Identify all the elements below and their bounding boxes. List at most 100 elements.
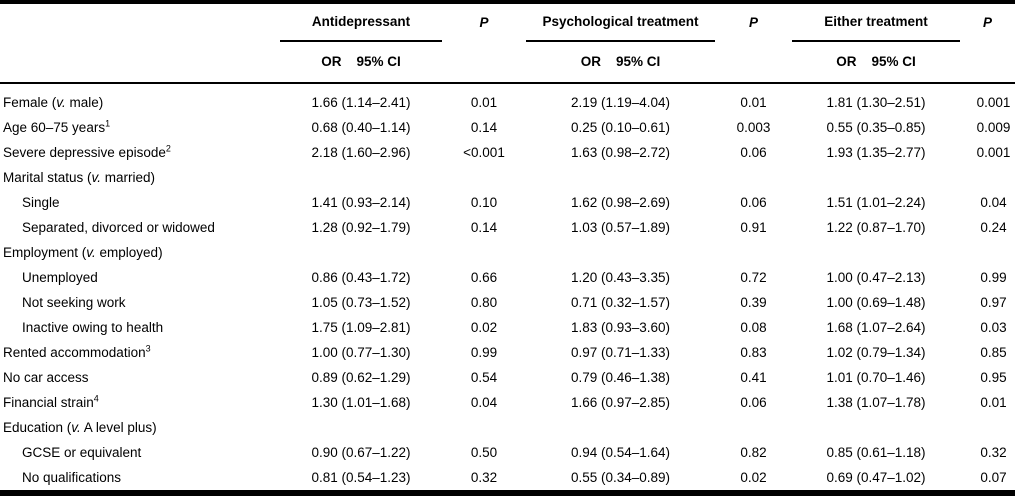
group-header-row: Antidepressant P Psychological treatment… (0, 2, 1015, 42)
or-ci-cell: 1.30 (1.01–1.68) (311, 395, 411, 410)
table-row-gcse: GCSE or equivalent 0.90 (0.67–1.22) 0.50… (0, 440, 1015, 465)
or-ci-cell: 1.51 (1.01–2.24) (826, 195, 926, 210)
p-value-cell: 0.91 (740, 220, 767, 235)
or-ci-cell (526, 240, 715, 265)
or-ci-cell: 0.55 (0.35–0.85) (826, 120, 926, 135)
or-ci-cell (280, 415, 442, 440)
row-label: GCSE or equivalent (22, 445, 142, 460)
or-ci-cell (280, 165, 442, 190)
or-ci-cell: 0.85 (0.61–1.18) (826, 445, 926, 460)
p-value-cell: 0.32 (980, 445, 1007, 460)
table-row-severe-episode: Severe depressive episode2 2.18 (1.60–2.… (0, 140, 1015, 165)
or-ci-cell: 1.22 (0.87–1.70) (826, 220, 926, 235)
p-value-cell (442, 240, 526, 265)
p-value-cell (715, 240, 792, 265)
ci-label: 95% CI (356, 54, 401, 69)
or-ci-cell: 1.20 (0.43–3.35) (570, 270, 671, 285)
p-value-cell: 0.32 (470, 470, 498, 485)
subheader-or-ci-psychological: OR 95% CI (526, 41, 715, 84)
row-label: Unemployed (22, 270, 98, 285)
or-ci-cell: 1.63 (0.98–2.72) (570, 145, 671, 160)
p-value-cell: 0.82 (740, 445, 767, 460)
table-row-female: Female (v. male) 1.66 (1.14–2.41) 0.01 2… (0, 83, 1015, 115)
p-value-cell: 0.50 (470, 445, 498, 460)
table-row-education-header: Education (v. A level plus) (0, 415, 1015, 440)
or-ci-cell: 0.81 (0.54–1.23) (311, 470, 411, 485)
p-value-cell: 0.009 (976, 120, 1011, 135)
p-value-cell: 0.41 (740, 370, 767, 385)
or-ci-cell: 0.55 (0.34–0.89) (570, 470, 671, 485)
p-value-cell (715, 165, 792, 190)
p-value-cell: 0.06 (740, 145, 767, 160)
p-value-cell: 0.04 (470, 395, 498, 410)
or-ci-cell (526, 165, 715, 190)
subheader-or-ci-either: OR 95% CI (792, 41, 960, 84)
ci-label: 95% CI (615, 54, 661, 69)
corner-cell (0, 41, 280, 84)
p-value-cell: 0.39 (740, 295, 767, 310)
column-header-p-either: P (982, 15, 992, 30)
table-row-rented-accommodation: Rented accommodation3 1.00 (0.77–1.30) 0… (0, 340, 1015, 365)
p-value-cell (960, 165, 1015, 190)
or-ci-cell: 0.86 (0.43–1.72) (311, 270, 411, 285)
p-value-cell: 0.85 (980, 345, 1007, 360)
or-ci-cell: 1.62 (0.98–2.69) (570, 195, 671, 210)
p-value-cell: 0.04 (980, 195, 1007, 210)
row-label: Not seeking work (22, 295, 126, 310)
row-label: Inactive owing to health (22, 320, 164, 335)
or-ci-cell: 0.71 (0.32–1.57) (570, 295, 671, 310)
or-ci-cell: 1.01 (0.70–1.46) (826, 370, 926, 385)
or-ci-cell (792, 240, 960, 265)
p-value-cell (960, 240, 1015, 265)
or-ci-cell: 1.00 (0.69–1.48) (826, 295, 926, 310)
p-value-cell: 0.97 (980, 295, 1007, 310)
table-row-marital-status-header: Marital status (v. married) (0, 165, 1015, 190)
or-ci-cell: 0.89 (0.62–1.29) (311, 370, 411, 385)
or-ci-cell: 0.69 (0.47–1.02) (826, 470, 926, 485)
row-label: Single (22, 195, 60, 210)
p-value-cell: 0.02 (470, 320, 498, 335)
or-ci-cell: 0.79 (0.46–1.38) (570, 370, 671, 385)
column-header-psychological-treatment: Psychological treatment (526, 2, 715, 42)
p-value-cell: 0.10 (470, 195, 498, 210)
or-ci-cell: 0.94 (0.54–1.64) (570, 445, 671, 460)
table-row-unemployed: Unemployed 0.86 (0.43–1.72) 0.66 1.20 (0… (0, 265, 1015, 290)
or-ci-cell: 1.02 (0.79–1.34) (826, 345, 926, 360)
table-row-separated: Separated, divorced or widowed 1.28 (0.9… (0, 215, 1015, 240)
or-ci-cell: 0.68 (0.40–1.14) (311, 120, 411, 135)
column-header-p-psychological: P (748, 15, 758, 30)
or-ci-cell: 1.81 (1.30–2.51) (826, 95, 926, 110)
table-row-single: Single 1.41 (0.93–2.14) 0.10 1.62 (0.98–… (0, 190, 1015, 215)
p-value-cell: 0.01 (980, 395, 1007, 410)
or-ci-cell: 1.93 (1.35–2.77) (826, 145, 926, 160)
row-label: Financial strain4 (3, 393, 99, 410)
table-row-inactive-health: Inactive owing to health 1.75 (1.09–2.81… (0, 315, 1015, 340)
p-value-cell: 0.24 (980, 220, 1007, 235)
or-ci-cell (792, 165, 960, 190)
corner-cell (0, 2, 280, 41)
row-label: No qualifications (22, 470, 122, 485)
row-label: Female (v. male) (3, 95, 104, 110)
or-label: OR (580, 54, 601, 69)
or-ci-cell: 1.00 (0.77–1.30) (311, 345, 411, 360)
p-value-cell: 0.06 (740, 395, 767, 410)
ci-label: 95% CI (871, 54, 916, 69)
p-value-cell (442, 415, 526, 440)
table-row-not-seeking-work: Not seeking work 1.05 (0.73–1.52) 0.80 0… (0, 290, 1015, 315)
or-label: OR (321, 54, 342, 69)
subheader-or-ci-antidepressant: OR 95% CI (280, 41, 442, 84)
column-header-either-treatment: Either treatment (792, 2, 960, 42)
column-header-p-antidepressant: P (479, 15, 489, 30)
or-ci-cell: 1.66 (0.97–2.85) (570, 395, 671, 410)
p-value-cell: 0.83 (740, 345, 767, 360)
column-header-antidepressant: Antidepressant (280, 2, 442, 42)
or-ci-cell: 1.28 (0.92–1.79) (311, 220, 411, 235)
table-row-age: Age 60–75 years1 0.68 (0.40–1.14) 0.14 0… (0, 115, 1015, 140)
p-value-cell: 0.02 (740, 470, 767, 485)
p-value-cell: 0.01 (470, 95, 498, 110)
p-value-cell (442, 165, 526, 190)
p-value-cell: 0.06 (740, 195, 767, 210)
or-ci-cell: 1.38 (1.07–1.78) (826, 395, 926, 410)
p-value-cell: 0.001 (976, 145, 1011, 160)
